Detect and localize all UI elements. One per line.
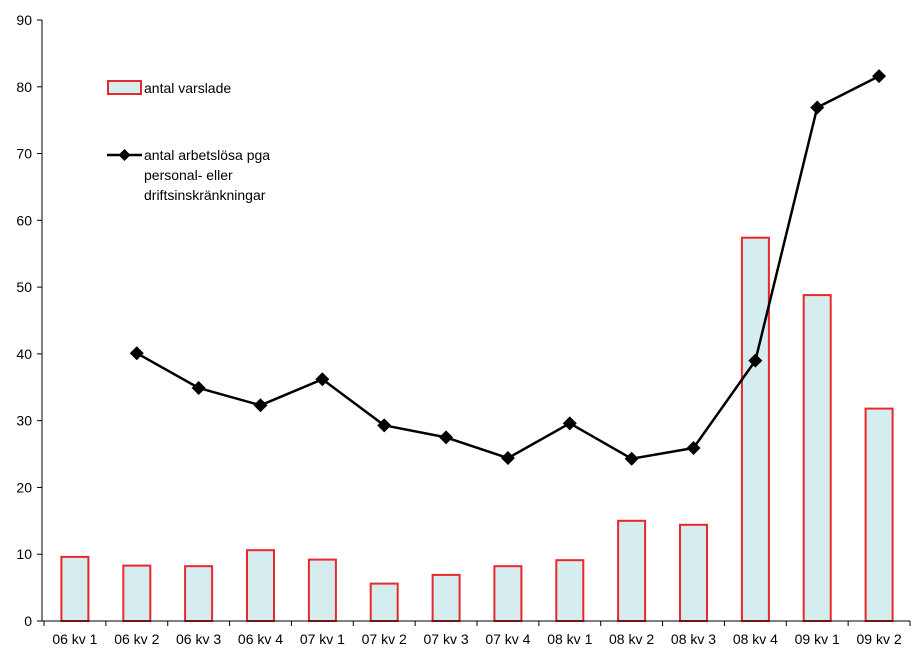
y-axis: 0 10 20 30 40 50 60 70 80 90 bbox=[16, 12, 43, 629]
bar-5 bbox=[369, 582, 399, 622]
x-axis: 06 kv 1 06 kv 2 06 kv 3 06 kv 4 07 kv 1 07 kv… bbox=[42, 620, 911, 647]
legend-line-label-line-1: personal- eller bbox=[144, 167, 233, 183]
line-point-2 bbox=[191, 380, 206, 395]
line-point-9 bbox=[624, 451, 639, 466]
bar-13 bbox=[864, 407, 894, 622]
legend-line-marker bbox=[118, 149, 131, 161]
y-tick-label-9: 90 bbox=[16, 12, 32, 28]
legend-line-label: antal arbetslösa pga personal- eller drift… bbox=[144, 147, 270, 203]
x-tick-label-5: 07 kv 2 bbox=[362, 631, 407, 647]
x-tick-label-0: 06 kv 1 bbox=[52, 631, 97, 647]
y-tick-label-1: 10 bbox=[16, 546, 32, 562]
x-tick-label-4: 07 kv 1 bbox=[300, 631, 345, 647]
bar-1 bbox=[122, 564, 152, 622]
x-tick-label-8: 08 kv 1 bbox=[547, 631, 592, 647]
legend-bar-label: antal varslade bbox=[144, 80, 231, 96]
x-tick-label-11: 08 kv 4 bbox=[733, 631, 778, 647]
y-tick-label-3: 30 bbox=[16, 413, 32, 429]
bar-9 bbox=[617, 519, 647, 622]
legend-bar-swatch bbox=[107, 80, 142, 95]
x-tick-label-1: 06 kv 2 bbox=[114, 631, 159, 647]
x-tick-label-3: 06 kv 4 bbox=[238, 631, 283, 647]
line-point-12 bbox=[810, 100, 825, 115]
bar-7 bbox=[493, 565, 523, 623]
legend-line-label-line-2: driftsinskränkningar bbox=[144, 187, 266, 203]
line-point-6 bbox=[439, 430, 454, 445]
y-tick-label-2: 20 bbox=[16, 479, 32, 495]
x-tick-label-13: 09 kv 2 bbox=[857, 631, 902, 647]
x-tick-label-10: 08 kv 3 bbox=[671, 631, 716, 647]
bar-4 bbox=[307, 558, 337, 622]
bar-2 bbox=[184, 565, 214, 623]
bar-10 bbox=[679, 523, 708, 622]
line-point-11 bbox=[748, 353, 763, 368]
line-point-13 bbox=[872, 69, 887, 84]
bar-3 bbox=[246, 549, 275, 623]
bar-12 bbox=[802, 294, 832, 622]
y-tick-label-0: 0 bbox=[24, 613, 32, 629]
x-tick-label-2: 06 kv 3 bbox=[176, 631, 221, 647]
y-tick-label-5: 50 bbox=[16, 279, 32, 295]
y-tick-label-6: 60 bbox=[16, 212, 32, 228]
x-tick-label-6: 07 kv 3 bbox=[424, 631, 469, 647]
y-tick-label-7: 70 bbox=[16, 146, 32, 162]
line-point-8 bbox=[562, 416, 577, 431]
line-point-7 bbox=[500, 451, 515, 466]
legend-line-label-line-0: antal arbetslösa pga bbox=[144, 147, 270, 163]
bar-6 bbox=[431, 573, 461, 623]
line-point-10 bbox=[686, 441, 701, 456]
line-point-5 bbox=[377, 418, 392, 433]
line-point-3 bbox=[253, 398, 268, 413]
legend: antal varslade antal arbetslösa pga person… bbox=[107, 80, 270, 203]
y-tick-label-4: 40 bbox=[16, 346, 32, 362]
bar-0 bbox=[60, 555, 90, 623]
bars-layer bbox=[60, 236, 894, 623]
line-point-4 bbox=[315, 372, 330, 387]
x-tick-label-9: 08 kv 2 bbox=[609, 631, 654, 647]
bar-8 bbox=[555, 559, 585, 623]
x-tick-label-12: 09 kv 1 bbox=[795, 631, 840, 647]
y-tick-label-8: 80 bbox=[16, 79, 32, 95]
bar-11 bbox=[740, 236, 770, 622]
line-layer bbox=[129, 69, 887, 466]
x-tick-label-7: 07 kv 4 bbox=[485, 631, 530, 647]
line-point-1 bbox=[129, 346, 144, 361]
